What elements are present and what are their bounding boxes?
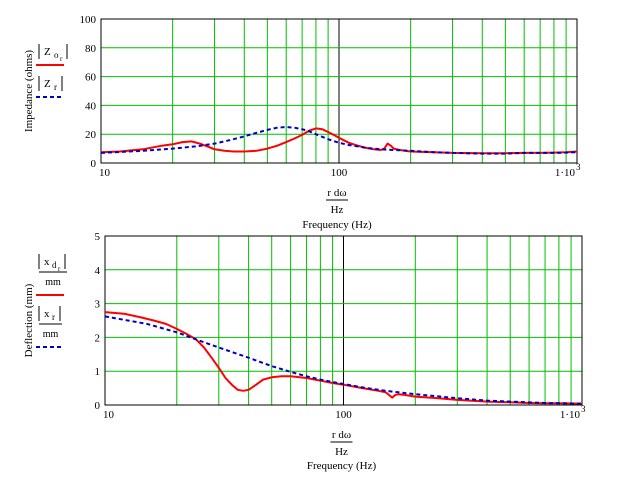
xlabel-expression-numerator: r dω [327,187,346,199]
series-line-dashed-blue [104,315,583,405]
ytick-label: 3 [95,299,101,311]
ytick-label: 80 [85,43,97,55]
ytick-label: 4 [95,265,101,277]
xtick-label: 100 [335,409,352,421]
legend-subscript: d [52,260,57,270]
ytick-label: 100 [80,14,97,26]
legend-denominator: mm [43,329,59,340]
ytick-label: 0 [91,158,97,170]
legend-entry: x r mm [36,306,64,348]
legend-subsubscript: r [58,265,61,273]
legend-subsubscript: r [60,55,63,63]
plot-frame [104,235,583,406]
y-axis-label: Deflection (mm) [23,283,35,357]
legend-denominator: mm [45,277,61,288]
ytick-label: 0 [95,400,101,412]
legend-expression: x [44,308,50,320]
legend-expression: Z [44,46,51,58]
xtick-label: 100 [331,167,348,179]
ytick-label: 5 [95,231,101,243]
legend-subscript: r [52,312,55,322]
legend-subscript: o [54,50,59,60]
x-axis-label: Frequency (Hz) [307,460,377,472]
ytick-label: 20 [85,129,97,141]
legend-entry: x d r mm [36,254,67,296]
x-axis-label: Frequency (Hz) [302,219,372,231]
xtick-label: 1·10 [555,167,576,179]
legend-subscript: r [54,82,57,92]
xtick-exponent: 3 [581,404,586,414]
ytick-label: 40 [85,100,97,112]
xtick-label: 10 [103,409,115,421]
ytick-label: 2 [95,332,101,344]
y-axis-label: Impedance (ohms) [23,50,35,132]
xtick-label: 10 [99,167,111,179]
chart-1: 0 20 40 60 80 100 10 100 1·10 3 r dω Hz Frequency (H… [23,14,581,231]
legend-expression: Z [44,78,51,90]
xlabel-expression-denominator: Hz [331,204,344,216]
series-line-dashed-blue [100,126,578,155]
xlabel-expression-denominator: Hz [335,446,348,458]
ytick-label: 1 [95,366,101,378]
xtick-exponent: 3 [576,162,581,172]
xlabel-expression-numerator: r dω [332,429,351,441]
legend-expression: x [44,256,50,268]
ytick-label: 60 [85,72,97,84]
plot-frame [100,18,578,164]
xtick-label: 1·10 [560,409,581,421]
